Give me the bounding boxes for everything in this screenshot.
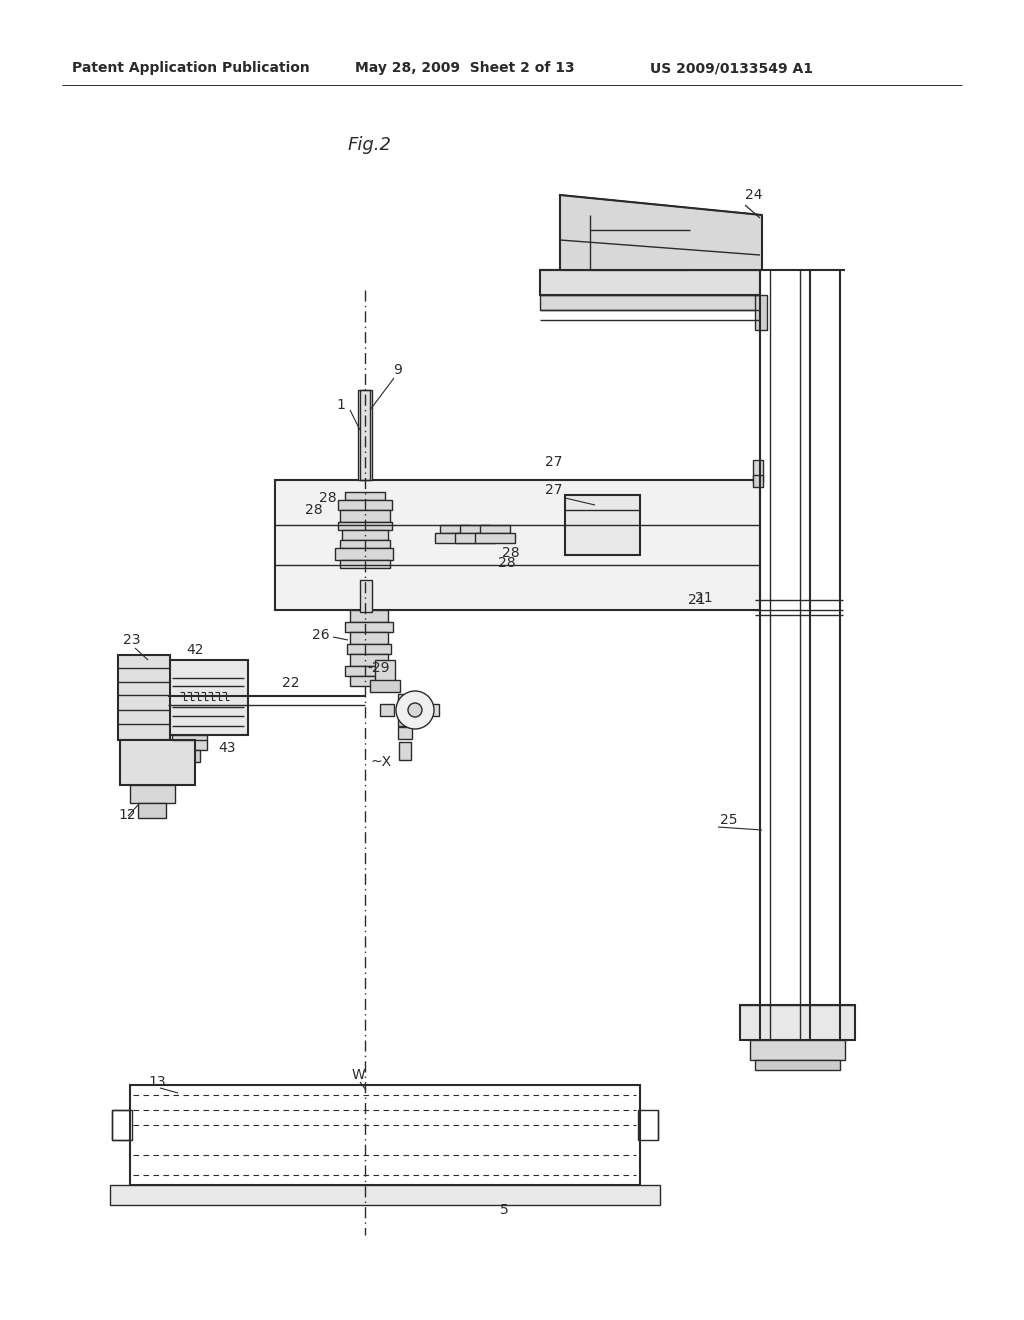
Bar [342, 531, 388, 540]
Bar [138, 803, 166, 818]
Bar [638, 1110, 658, 1140]
Bar [130, 1085, 640, 1185]
Bar [350, 676, 388, 686]
Bar [380, 704, 394, 715]
Ellipse shape [396, 690, 434, 729]
Bar [750, 1040, 845, 1060]
Text: 23: 23 [123, 634, 140, 647]
Bar [180, 750, 200, 762]
Text: 28: 28 [498, 556, 516, 570]
Text: 28: 28 [502, 546, 519, 560]
Text: 42: 42 [186, 643, 204, 657]
Bar [345, 492, 385, 500]
Bar [398, 727, 412, 739]
Bar [753, 475, 763, 487]
Bar [755, 294, 767, 330]
Text: 43: 43 [218, 741, 236, 755]
Text: 21: 21 [695, 591, 713, 605]
Text: 12: 12 [118, 808, 135, 822]
Text: 1: 1 [336, 399, 345, 412]
Bar [338, 521, 392, 531]
Text: 27: 27 [545, 483, 562, 498]
Bar [755, 1060, 840, 1071]
Bar [335, 548, 393, 560]
Bar [440, 525, 470, 533]
Text: Fig.2: Fig.2 [348, 136, 392, 154]
Bar [460, 525, 490, 533]
Bar [590, 215, 690, 271]
Bar [275, 480, 760, 610]
Bar [435, 533, 475, 543]
Text: W: W [352, 1068, 366, 1082]
Bar [340, 540, 390, 548]
Bar [350, 632, 388, 644]
Text: US 2009/0133549 A1: US 2009/0133549 A1 [650, 61, 813, 75]
Bar [475, 533, 515, 543]
Bar [350, 653, 388, 667]
Polygon shape [560, 195, 762, 271]
Text: 21: 21 [688, 593, 706, 607]
Text: 13: 13 [148, 1074, 166, 1089]
Bar [358, 389, 372, 480]
Bar [740, 1005, 855, 1040]
Text: 24: 24 [745, 187, 763, 202]
Bar [540, 271, 760, 294]
Bar [120, 741, 195, 785]
Bar [340, 510, 390, 521]
Bar [172, 735, 207, 750]
Bar [345, 667, 393, 676]
Bar [350, 610, 388, 622]
Bar [118, 655, 170, 741]
Bar [112, 1110, 132, 1140]
Ellipse shape [408, 704, 422, 717]
Text: 28: 28 [305, 503, 323, 517]
Text: 22: 22 [282, 676, 299, 690]
Text: 5: 5 [500, 1203, 509, 1217]
Text: 25: 25 [720, 813, 737, 828]
Bar [540, 294, 760, 310]
Text: ~X: ~X [370, 755, 391, 770]
Text: 28: 28 [319, 491, 337, 506]
Bar [480, 525, 510, 533]
Text: May 28, 2009  Sheet 2 of 13: May 28, 2009 Sheet 2 of 13 [355, 61, 574, 75]
Bar [347, 644, 391, 653]
Text: 26: 26 [312, 628, 330, 642]
Text: 27: 27 [545, 455, 562, 469]
Bar [455, 533, 495, 543]
Text: 9: 9 [393, 363, 401, 378]
Bar [340, 560, 390, 568]
Bar [110, 1185, 660, 1205]
Bar [375, 660, 395, 682]
Bar [338, 500, 392, 510]
Text: -29: -29 [368, 661, 390, 675]
Bar [753, 459, 763, 482]
Bar [370, 680, 400, 692]
Bar [360, 389, 370, 480]
Bar [425, 704, 439, 715]
Text: Patent Application Publication: Patent Application Publication [72, 61, 309, 75]
Bar [168, 660, 248, 735]
Bar [360, 579, 372, 612]
Bar [345, 622, 393, 632]
Bar [399, 742, 411, 760]
Bar [130, 785, 175, 803]
Bar [565, 495, 640, 554]
Bar [398, 694, 412, 726]
